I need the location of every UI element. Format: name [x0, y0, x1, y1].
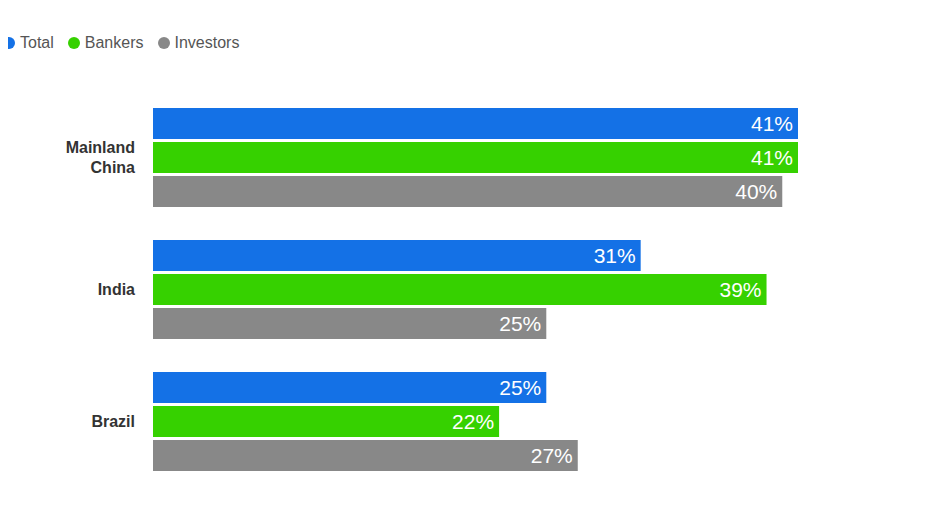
svg-text:27%: 27%: [531, 444, 573, 467]
svg-text:Brazil: Brazil: [91, 413, 135, 430]
html-text:Total: Total: [20, 34, 54, 51]
html-text:Investors: Investors: [174, 34, 240, 51]
html-text:Bankers: Bankers: [84, 34, 144, 51]
svg-text:India: India: [98, 281, 135, 298]
svg-text:40%: 40%: [735, 180, 777, 203]
svg-text:31%: 31%: [594, 244, 636, 267]
svg-text:41%: 41%: [751, 146, 793, 169]
svg-text:25%: 25%: [499, 312, 541, 335]
svg-text:41%: 41%: [751, 112, 793, 135]
svg-text:MainlandChina: MainlandChina: [66, 139, 135, 176]
svg-text:22%: 22%: [452, 410, 494, 433]
svg-text:25%: 25%: [499, 376, 541, 399]
svg-text:39%: 39%: [720, 278, 762, 301]
